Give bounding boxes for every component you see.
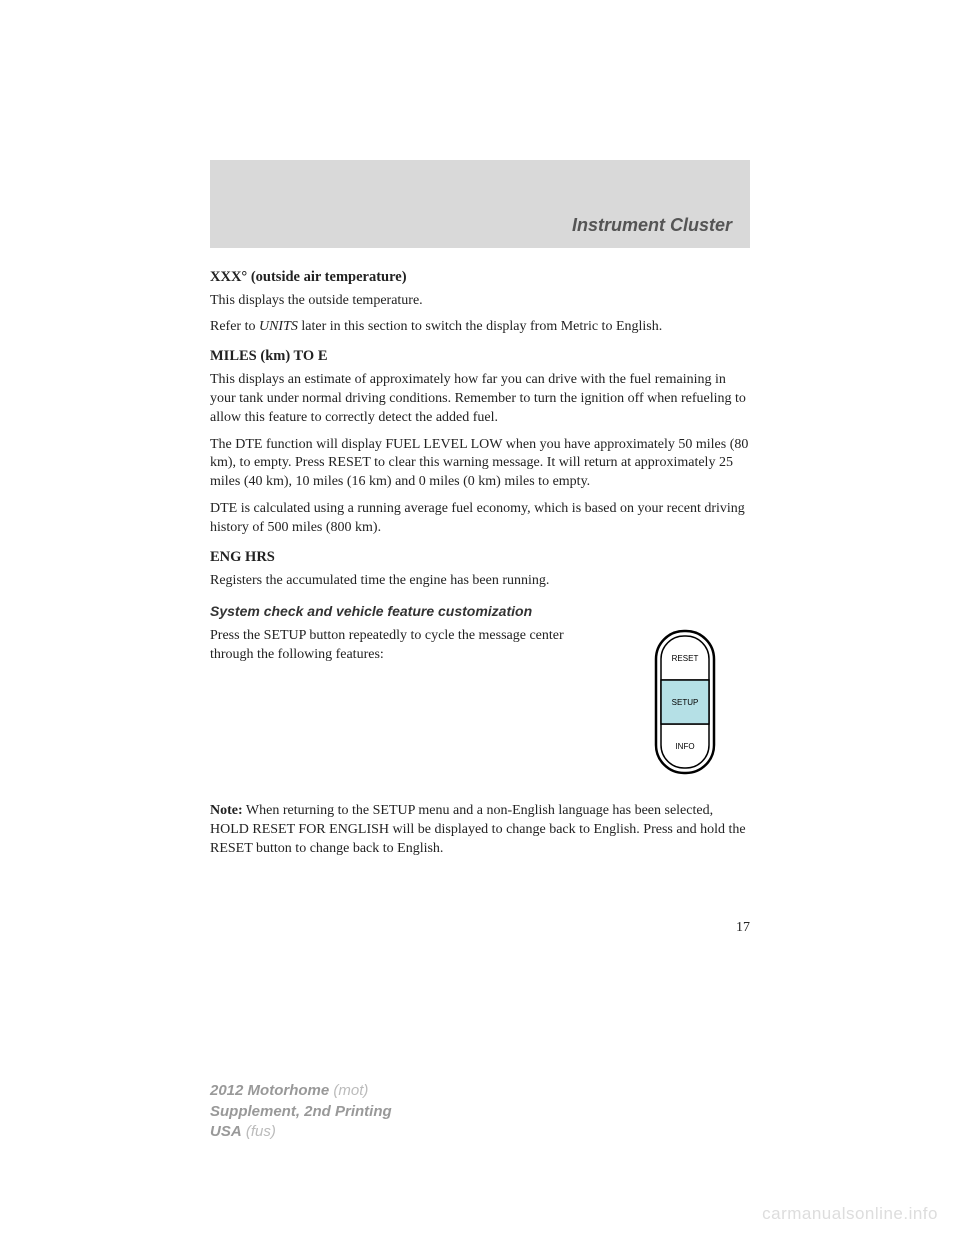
button-diagram: RESET SETUP INFO (650, 627, 720, 784)
footer-line1: 2012 Motorhome (mot) (210, 1081, 392, 1101)
temp-p2: Refer to UNITS later in this section to … (210, 318, 750, 337)
watermark: carmanualsonline.info (762, 1204, 938, 1224)
system-heading: System check and vehicle feature customi… (210, 602, 750, 621)
note-label: Note: (210, 803, 243, 818)
eng-heading: ENG HRS (210, 548, 750, 568)
system-p1: Press the SETUP button repeatedly to cyc… (210, 627, 610, 665)
button-reset-label: RESET (672, 654, 699, 663)
temp-p2-italic: UNITS (259, 319, 298, 334)
button-info-label: INFO (675, 742, 694, 751)
miles-p1: This displays an estimate of approximate… (210, 371, 750, 428)
footer-line3-bold: USA (210, 1123, 242, 1140)
footer-line1-bold: 2012 Motorhome (210, 1082, 329, 1099)
header-bar: Instrument Cluster (210, 160, 750, 248)
miles-p3: DTE is calculated using a running averag… (210, 500, 750, 538)
note-para: Note: When returning to the SETUP menu a… (210, 802, 750, 859)
miles-p2: The DTE function will display FUEL LEVEL… (210, 436, 750, 493)
footer: 2012 Motorhome (mot) Supplement, 2nd Pri… (210, 1081, 392, 1142)
button-svg: RESET SETUP INFO (650, 627, 720, 777)
header-title: Instrument Cluster (572, 215, 732, 236)
temp-p1: This displays the outside temperature. (210, 292, 750, 311)
temp-p2-post: later in this section to switch the disp… (298, 319, 662, 334)
note-text: When returning to the SETUP menu and a n… (210, 803, 746, 856)
setup-row: Press the SETUP button repeatedly to cyc… (210, 627, 750, 784)
button-setup-label: SETUP (672, 698, 699, 707)
temp-heading: XXX° (outside air temperature) (210, 268, 750, 288)
temp-p2-pre: Refer to (210, 319, 259, 334)
page-number: 17 (210, 919, 750, 938)
footer-line3: USA (fus) (210, 1122, 392, 1142)
footer-line1-light: (mot) (329, 1082, 368, 1099)
eng-p1: Registers the accumulated time the engin… (210, 572, 750, 591)
page-container: Instrument Cluster XXX° (outside air tem… (0, 0, 960, 938)
content-area: XXX° (outside air temperature) This disp… (210, 268, 750, 938)
miles-heading: MILES (km) TO E (210, 347, 750, 367)
footer-line3-light: (fus) (242, 1123, 276, 1140)
footer-line2: Supplement, 2nd Printing (210, 1102, 392, 1122)
